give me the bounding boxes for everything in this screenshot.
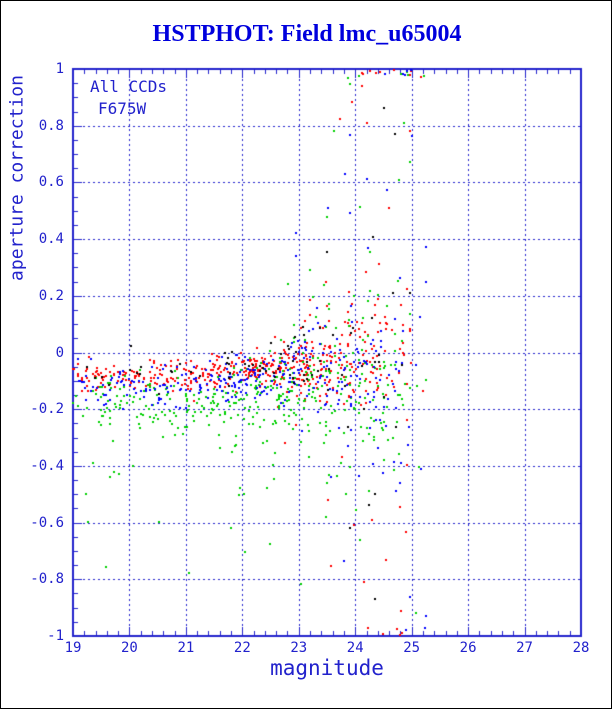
- y-tick-label: 1: [55, 61, 64, 77]
- x-tick-label: 27: [516, 640, 533, 656]
- x-tick-label: 25: [403, 640, 421, 656]
- y-tick-label: 0.4: [38, 231, 64, 248]
- y-tick-label: -0.6: [30, 514, 64, 531]
- x-tick-label: 28: [572, 640, 590, 656]
- legend-all-ccds: All CCDs: [90, 77, 168, 96]
- y-tick-label: -0.2: [30, 401, 64, 418]
- y-tick-label: -1: [47, 628, 64, 644]
- y-tick-label: 0.6: [38, 174, 64, 191]
- y-tick-label: 0.2: [38, 287, 64, 304]
- y-tick-label: -0.8: [30, 571, 64, 588]
- y-tick-label: -0.4: [30, 457, 64, 474]
- x-axis-label: magnitude: [270, 656, 384, 680]
- x-tick-label: 26: [459, 640, 477, 656]
- x-tick-label: 24: [346, 640, 364, 656]
- x-tick-label: 22: [233, 640, 251, 656]
- x-tick-label: 21: [177, 640, 195, 656]
- y-tick-label: 0: [55, 344, 64, 361]
- x-tick-label: 23: [290, 640, 308, 656]
- x-tick-label: 20: [121, 640, 138, 656]
- legend-filter-f675w: F675W: [98, 99, 147, 118]
- x-tick-label: 19: [64, 640, 82, 656]
- y-tick-label: 0.8: [38, 117, 64, 134]
- page-title: HSTPHOT: Field lmc_u65004: [152, 21, 462, 47]
